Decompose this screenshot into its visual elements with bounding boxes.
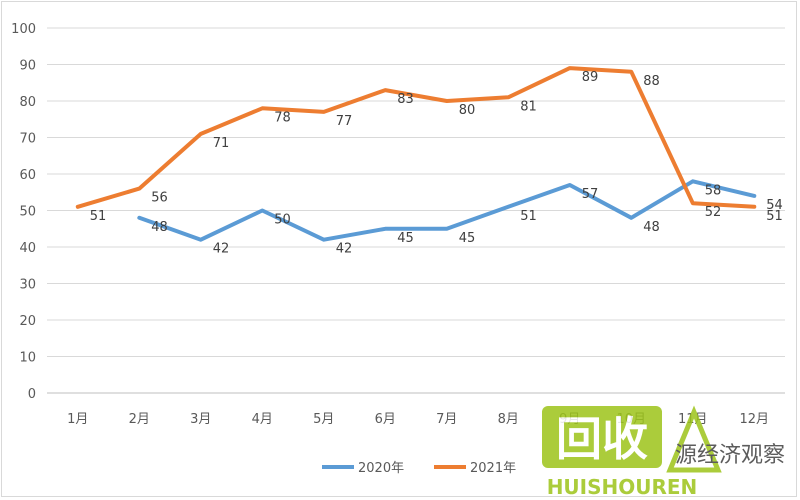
y-tick-label: 40	[19, 241, 36, 256]
x-tick-label: 2月	[129, 412, 150, 427]
data-label: 48	[151, 220, 168, 235]
data-label: 45	[397, 231, 414, 246]
legend-label-1: 2020年	[358, 461, 404, 476]
y-tick-label: 0	[28, 387, 36, 402]
data-label: 83	[397, 92, 414, 107]
y-tick-label: 30	[19, 278, 36, 293]
data-label: 48	[643, 220, 660, 235]
data-label: 77	[336, 114, 353, 129]
data-label: 71	[213, 136, 230, 151]
data-label: 56	[151, 191, 168, 206]
y-tick-label: 50	[19, 205, 36, 220]
x-tick-label: 3月	[190, 412, 211, 427]
data-label: 57	[582, 187, 599, 202]
y-axis-ticks: 0 10 20 30 40 50 60 70 80 90 100	[11, 22, 36, 402]
x-tick-label: 12月	[739, 412, 769, 427]
data-label: 52	[705, 205, 722, 220]
series-lines	[75, 66, 757, 242]
x-tick-label: 6月	[375, 412, 396, 427]
y-tick-label: 70	[19, 132, 36, 147]
watermark-side-text: 源经济观察	[675, 443, 785, 468]
legend-label-2: 2021年	[470, 461, 516, 476]
y-tick-label: 60	[19, 168, 36, 183]
x-tick-label: 4月	[252, 412, 273, 427]
y-tick-label: 20	[19, 314, 36, 329]
data-label: 51	[90, 209, 107, 224]
y-tick-label: 10	[19, 351, 36, 366]
y-tick-label: 90	[19, 59, 36, 74]
data-label: 88	[643, 74, 660, 89]
watermark-line2: HUISHOUREN	[547, 475, 698, 498]
x-tick-label: 1月	[67, 412, 88, 427]
gridlines	[47, 27, 785, 394]
watermark-logo: 回收 HUISHOUREN 源经济观察	[542, 405, 785, 498]
series-line-1	[137, 179, 757, 242]
x-tick-label: 8月	[498, 412, 519, 427]
data-label: 51	[520, 209, 537, 224]
y-tick-label: 80	[19, 95, 36, 110]
data-label: 45	[459, 231, 476, 246]
data-label: 51	[766, 209, 783, 224]
data-label: 58	[705, 183, 722, 198]
x-tick-label: 5月	[313, 412, 334, 427]
data-label: 81	[520, 99, 537, 114]
x-tick-label: 7月	[436, 412, 457, 427]
watermark-line1: 回收	[556, 412, 648, 466]
y-tick-label: 100	[11, 22, 36, 37]
data-label: 50	[274, 213, 291, 228]
x-axis-ticks: 1月2月3月4月5月6月7月8月9月10月11月12月	[67, 412, 769, 427]
legend: 2020年 2021年	[322, 461, 516, 476]
data-label: 54	[766, 198, 783, 213]
data-label: 78	[274, 110, 291, 125]
series-line-2	[75, 66, 757, 209]
data-label: 42	[336, 242, 353, 257]
data-label: 89	[582, 70, 599, 85]
data-label: 42	[213, 242, 230, 257]
data-label: 80	[459, 103, 476, 118]
watermark-arrow-icon	[666, 405, 722, 473]
